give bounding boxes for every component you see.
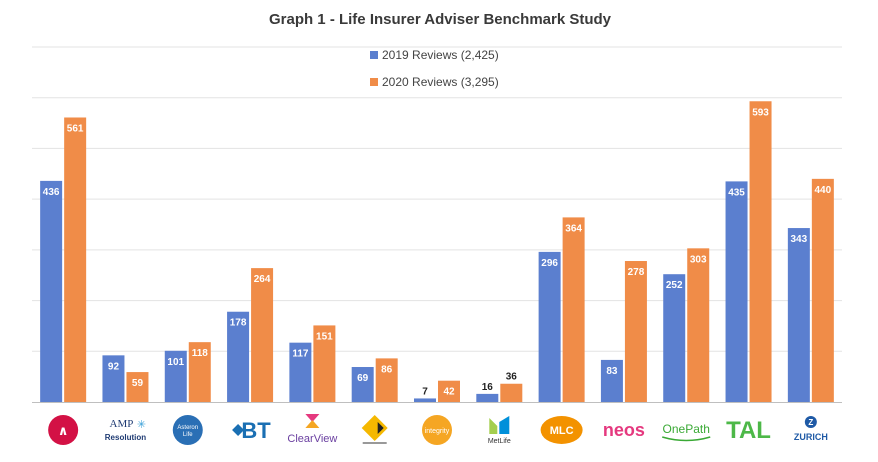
svg-text:∧: ∧ [58,424,69,439]
svg-text:Asteron: Asteron [177,425,198,431]
data-label: 83 [606,366,618,377]
data-label: 252 [666,280,683,291]
tal-logo-icon: TAL [726,417,771,444]
data-label: 59 [132,378,144,389]
amp-resolution-logo-icon: AMP ✳ Resolution [105,418,146,442]
bar-2019 [539,252,561,402]
svg-text:MLC: MLC [550,425,574,437]
data-label: 101 [167,357,184,368]
integrity-logo-icon: integrity [422,415,452,445]
bar-2020 [563,217,585,402]
bar-2019 [40,181,62,402]
bar-2019 [788,228,810,402]
bar-2020 [812,179,834,402]
bars: 436 561 92 59 101 118 178 264 117 151 69 86 7 42 16 36 2… [40,101,834,402]
bar-2019 [414,398,436,402]
gridlines [32,47,842,351]
svg-text:ClearView: ClearView [287,433,337,445]
data-label: 278 [628,267,645,278]
clearview-logo-icon: ClearView [287,414,337,445]
metlife-logo-icon: MetLife [488,416,511,445]
svg-text:integrity: integrity [425,428,450,435]
neos-logo-icon: neos [603,420,645,440]
data-label: 151 [316,331,333,342]
bar-2020 [625,261,647,402]
data-label: 117 [292,349,309,360]
svg-text:Z: Z [808,418,813,427]
data-label: 86 [381,364,393,375]
data-label: 178 [230,318,247,329]
legend-label-2019: 2019 Reviews (2,425) [382,48,499,62]
data-label: 440 [815,185,832,196]
comminsure-logo-icon [362,415,388,444]
data-label: 36 [506,372,518,383]
data-label: 364 [565,223,582,234]
bar-2020 [750,101,772,402]
legend-label-2020: 2020 Reviews (3,295) [382,75,499,89]
data-label: 92 [108,361,120,372]
data-label: 561 [67,123,84,134]
data-label: 435 [728,187,745,198]
bar-2020 [64,117,86,402]
bar-2020 [251,268,273,402]
aia-logo-icon: ∧ [48,415,78,445]
data-label: 343 [791,234,808,245]
bar-2019 [726,181,748,402]
data-label: 69 [357,373,369,384]
data-label: 296 [541,258,558,269]
bar-2020 [500,384,522,402]
svg-text:BT: BT [241,418,271,443]
svg-text:MetLife: MetLife [488,438,511,445]
svg-text:✳: ✳ [137,418,146,431]
data-label: 436 [43,187,60,198]
svg-text:TAL: TAL [726,417,771,444]
bt-logo-icon: BT [232,418,271,443]
svg-text:OnePath: OnePath [663,422,710,436]
data-label: 264 [254,274,271,285]
bar-2019 [476,394,498,402]
bar-2020 [687,248,709,402]
svg-text:Life: Life [183,432,193,438]
zurich-logo-icon: Z ZURICH [794,416,828,442]
svg-text:Resolution: Resolution [105,433,146,442]
legend-swatch-2019 [370,51,378,59]
legend: 2019 Reviews (2,425) 2020 Reviews (3,295… [370,48,499,89]
data-label: 593 [752,107,769,118]
svg-text:ZURICH: ZURICH [794,432,828,442]
data-label: 118 [192,348,209,359]
data-label: 303 [690,254,707,265]
legend-swatch-2020 [370,78,378,86]
mlc-logo-icon: MLC [541,416,583,444]
svg-text:AMP: AMP [110,418,134,430]
data-label: 16 [482,382,494,393]
chart-title: Graph 1 - Life Insurer Adviser Benchmark… [269,11,612,28]
onepath-logo-icon: OnePath [662,422,710,441]
svg-text:neos: neos [603,420,645,440]
data-label: 7 [422,386,428,397]
bar-2019 [663,274,685,402]
data-label: 42 [443,387,455,398]
